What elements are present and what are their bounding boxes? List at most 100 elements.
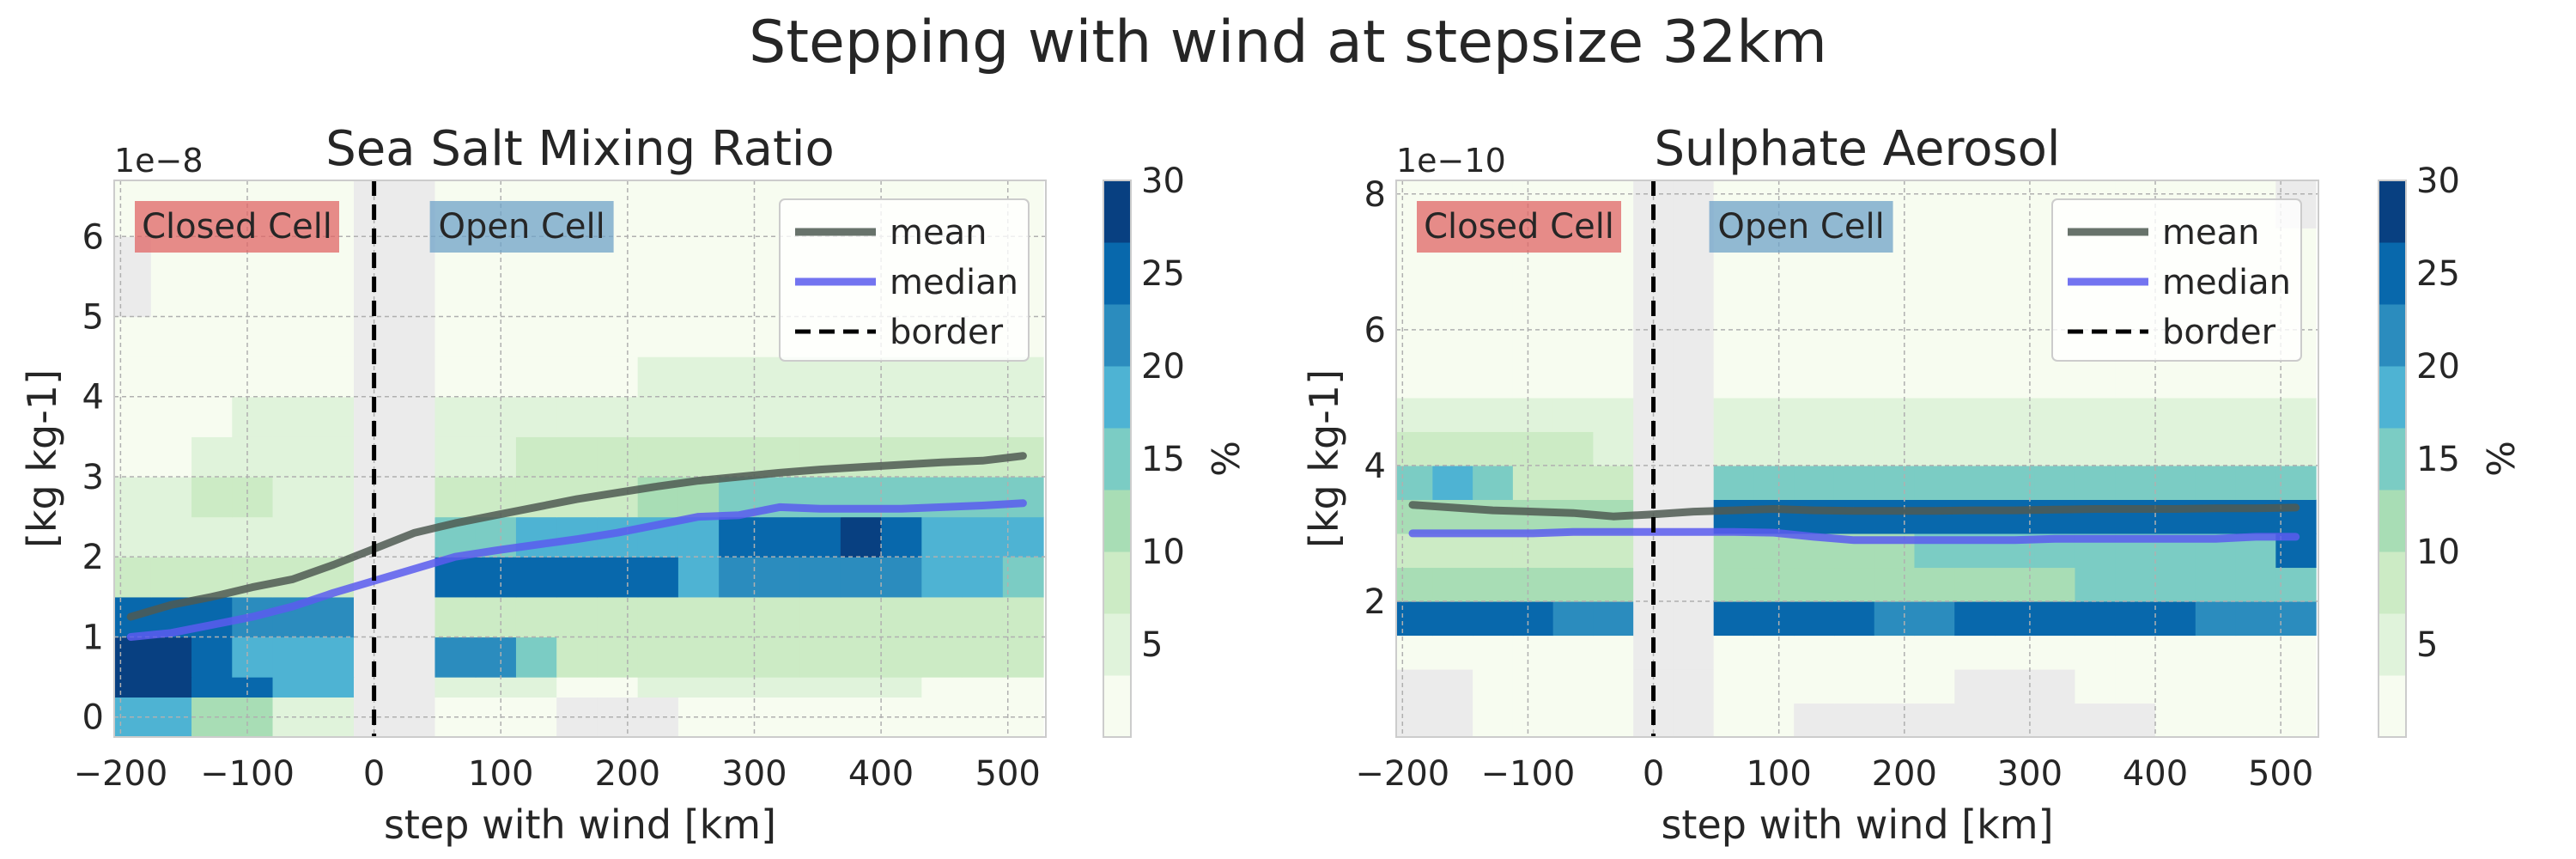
heatmap-cell (475, 677, 517, 698)
heatmap-cell (881, 516, 922, 557)
heatmap-cell (2195, 363, 2237, 399)
heatmap-cell (232, 396, 274, 437)
heatmap-cell (232, 516, 274, 557)
heatmap-cell (1512, 465, 1554, 501)
heatmap-cell (2075, 703, 2116, 737)
heatmap-cell (2235, 703, 2276, 737)
heatmap-cell (1995, 363, 2036, 399)
heatmap-cell (1552, 668, 1595, 704)
heatmap-cell (1753, 635, 1795, 670)
heatmap-cell (1673, 261, 1715, 296)
heatmap-cell (2034, 465, 2076, 501)
heatmap-cell (1432, 329, 1473, 364)
heatmap-cell (1995, 397, 2036, 432)
heatmap-cell (799, 596, 841, 638)
heatmap-cell (1552, 635, 1595, 670)
heatmap-cell (1753, 431, 1795, 466)
heatmap-cell (1914, 635, 1955, 670)
heatmap-cell (1713, 533, 1755, 569)
x-tick-label: 400 (848, 754, 914, 794)
legend-box (779, 198, 1030, 362)
heatmap-cell (1673, 600, 1715, 637)
heatmap-cell (313, 677, 355, 698)
heatmap-cell (1002, 356, 1044, 398)
heatmap-cell (962, 516, 1004, 557)
heatmap-cell (1954, 567, 1996, 602)
legend-box (2051, 198, 2302, 362)
heatmap-cell (434, 436, 477, 478)
region-box-closed (1417, 201, 1621, 253)
heatmap-cell (434, 476, 477, 518)
heatmap-cell (1995, 228, 2036, 263)
colorbar-tick-label: 10 (2416, 533, 2460, 572)
heatmap-cell (1713, 600, 1755, 637)
heatmap-cell (1713, 295, 1755, 331)
heatmap-cell (1002, 677, 1044, 698)
series-line-mean (1408, 501, 2300, 521)
heatmap-cell (272, 476, 314, 518)
heatmap-cell (759, 396, 801, 437)
heatmap-cell (1673, 228, 1715, 263)
colorbar-frame (1103, 180, 1132, 738)
colorbar-segment (1103, 551, 1131, 614)
colorbar-tick-label: 15 (1141, 440, 1185, 479)
heatmap-cell (2235, 567, 2276, 602)
colorbar-segment (1103, 613, 1131, 676)
heatmap-cell (1593, 703, 1634, 737)
heatmap-cell (840, 396, 882, 437)
heatmap-cell (1432, 635, 1473, 670)
heatmap-cell (2275, 668, 2317, 704)
heatmap-cell (1432, 533, 1473, 569)
series-line-mean (126, 452, 1027, 621)
heatmap-cell (1552, 261, 1595, 296)
heatmap-cell (434, 596, 477, 638)
heatmap-cell (2034, 668, 2076, 704)
heatmap-cell (191, 476, 233, 518)
heatmap-cell (1833, 465, 1875, 501)
heatmap-cell (1713, 567, 1755, 602)
heatmap-cell (150, 436, 192, 478)
heatmap-cell (1874, 635, 1916, 670)
heatmap-cell (1673, 431, 1715, 466)
heatmap-cell (1473, 431, 1514, 466)
heatmap-cell (840, 677, 882, 698)
heatmap-cell (150, 356, 192, 398)
heatmap-cell (232, 677, 274, 698)
heatmap-cell (1473, 465, 1514, 501)
series-lines (1408, 501, 2300, 545)
y-tick-label: 3 (82, 458, 104, 497)
heatmap-cell (1833, 668, 1875, 704)
heatmap-cell (1593, 431, 1634, 466)
heatmap-cell (2075, 397, 2116, 432)
heatmap-cell (150, 557, 192, 598)
heatmap-cell (677, 180, 720, 237)
colorbar-segment (2379, 551, 2406, 614)
colorbar-frame (2378, 180, 2407, 738)
heatmap-cell (1794, 363, 1835, 399)
heatmap-cell (759, 596, 801, 638)
heatmap-cell (1673, 397, 1715, 432)
heatmap-cell (1552, 703, 1595, 737)
heatmap-cell (921, 436, 963, 478)
heatmap-cell (1914, 431, 1955, 466)
heatmap-cell (1995, 567, 2036, 602)
heatmap-cell (597, 557, 639, 598)
heatmap-cell (150, 276, 192, 318)
heatmap-cell (1396, 261, 1433, 296)
heatmap-cell (232, 476, 274, 518)
heatmap-cell (1673, 533, 1715, 569)
heatmap-cell (2235, 397, 2276, 432)
y-tick-label: 6 (82, 217, 104, 257)
heatmap-cell (1833, 397, 1875, 432)
heatmap-cell (1593, 465, 1634, 501)
heatmap-cell (1473, 703, 1514, 737)
heatmap-cell (2034, 567, 2076, 602)
heatmap-cell (1432, 431, 1473, 466)
heatmap-cell (1794, 465, 1835, 501)
heatmap-cell (313, 476, 355, 518)
heatmap-cell (1432, 261, 1473, 296)
heatmap-cell (515, 516, 557, 557)
heatmap-cell (840, 356, 882, 398)
heatmap-cell (1794, 499, 1835, 534)
colorbar-segment (1103, 366, 1131, 429)
